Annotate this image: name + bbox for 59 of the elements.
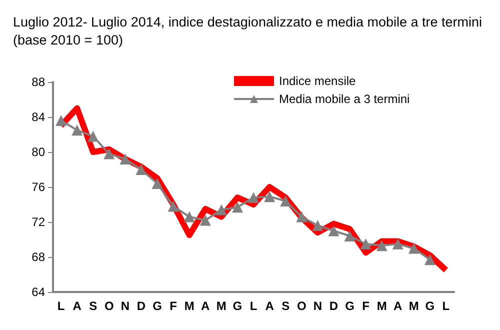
point xyxy=(232,202,243,213)
x-tick-label: F xyxy=(362,299,370,313)
legend-label: Indice mensile xyxy=(279,74,356,88)
x-tick-label: O xyxy=(296,299,306,313)
point xyxy=(424,254,436,266)
y-tick-label: 80 xyxy=(32,145,46,159)
legend-label: Media mobile a 3 termini xyxy=(279,92,410,106)
x-tick-label: D xyxy=(136,299,146,313)
x-tick-label: A xyxy=(201,299,210,313)
x-tick-label: A xyxy=(72,299,82,313)
chart-title: Luglio 2012- Luglio 2014, indice destagionalizzato e media mobile a tre termini (base 2010 = 100) xyxy=(13,14,486,48)
point xyxy=(104,148,115,160)
point xyxy=(392,238,404,250)
x-tick-label: M xyxy=(184,299,194,313)
point xyxy=(152,178,163,189)
point xyxy=(88,130,99,142)
x-tick-label: L xyxy=(442,299,450,313)
point xyxy=(280,196,292,206)
x-tick-label: F xyxy=(170,299,177,313)
point xyxy=(168,200,179,212)
point xyxy=(296,211,308,222)
y-tick-label: 64 xyxy=(32,285,46,299)
x-tick-label: L xyxy=(250,299,258,313)
x-tick-label: D xyxy=(329,299,338,313)
x-tick-label: S xyxy=(282,299,290,313)
x-tick-label: O xyxy=(104,299,114,313)
x-tick-label: S xyxy=(89,299,98,313)
point xyxy=(216,204,227,216)
point xyxy=(328,225,340,236)
point xyxy=(360,238,372,250)
x-tick-label: M xyxy=(408,299,419,313)
y-tick-label: 84 xyxy=(32,110,46,124)
point xyxy=(72,124,83,136)
x-tick-label: G xyxy=(425,299,435,313)
point xyxy=(408,242,420,254)
x-tick-label: G xyxy=(152,299,162,313)
x-tick-label: L xyxy=(57,299,65,313)
y-tick-label: 68 xyxy=(32,250,46,264)
point xyxy=(120,154,131,164)
y-tick-label: 76 xyxy=(32,180,46,194)
point xyxy=(312,220,324,231)
x-tick-label: A xyxy=(394,299,403,313)
x-tick-label: A xyxy=(265,299,274,313)
point xyxy=(264,191,276,202)
y-tick-label: 88 xyxy=(32,75,46,89)
point xyxy=(200,214,211,226)
point xyxy=(136,164,147,175)
point xyxy=(184,211,195,222)
point xyxy=(56,115,67,126)
point xyxy=(376,240,388,252)
x-tick-label: G xyxy=(232,299,242,313)
x-tick-label: N xyxy=(120,299,130,313)
point xyxy=(248,192,259,203)
x-tick-label: M xyxy=(376,299,387,313)
x-tick-label: G xyxy=(345,299,354,313)
x-tick-label: M xyxy=(216,299,226,313)
y-tick-label: 72 xyxy=(32,215,46,229)
point xyxy=(344,230,356,242)
x-tick-label: N xyxy=(313,299,322,313)
